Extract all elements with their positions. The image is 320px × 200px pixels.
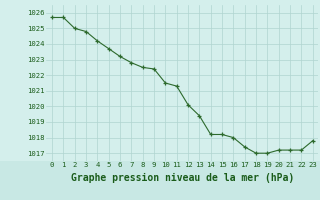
X-axis label: Graphe pression niveau de la mer (hPa): Graphe pression niveau de la mer (hPa) <box>71 173 294 183</box>
